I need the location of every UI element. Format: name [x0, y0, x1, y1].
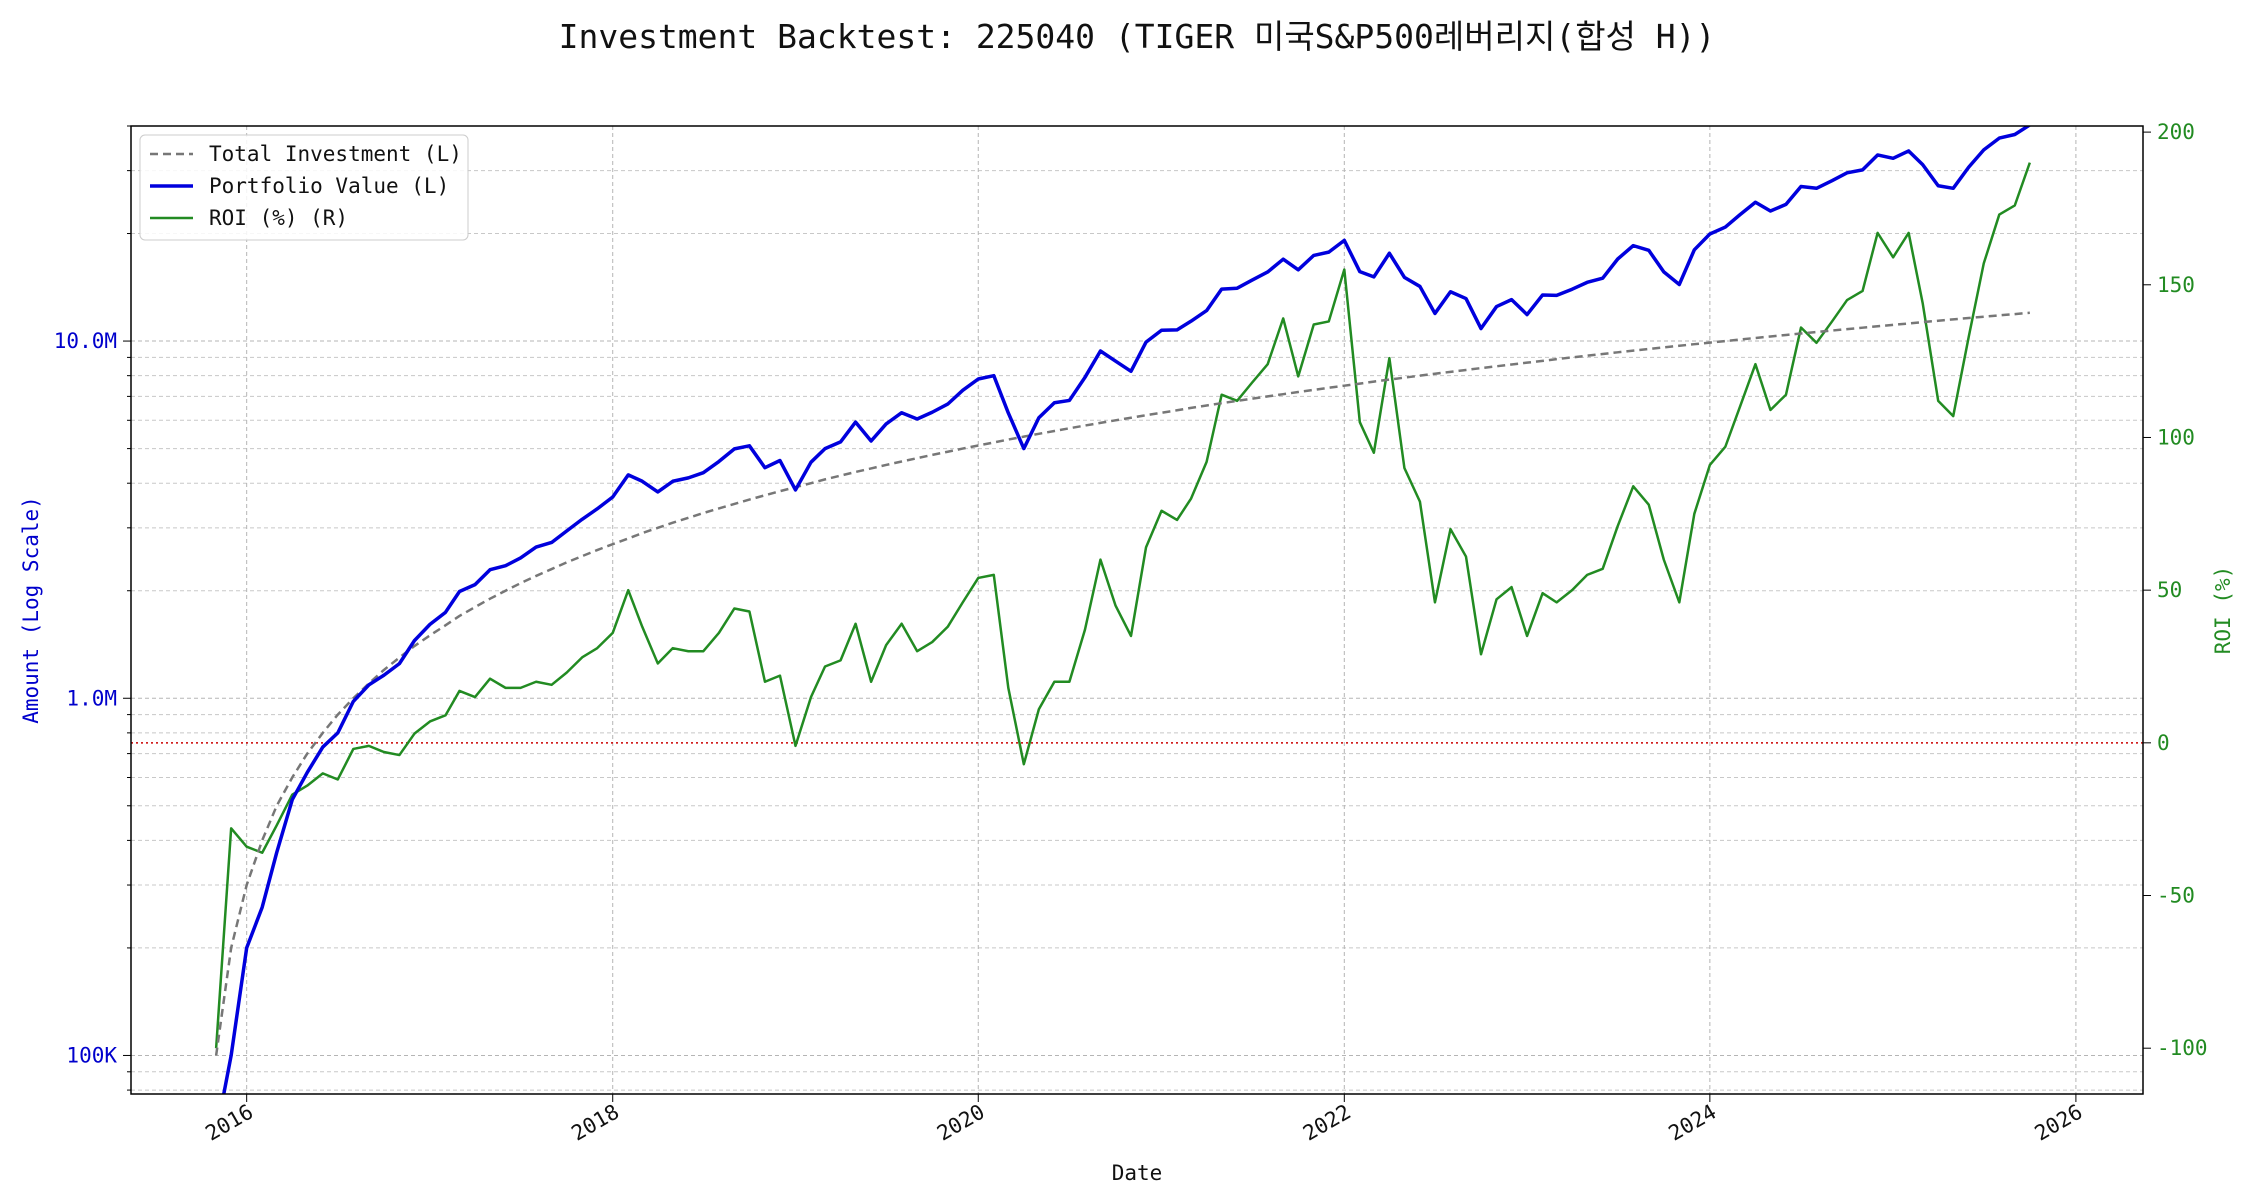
- grid-lines: [131, 125, 2143, 1094]
- legend-label-total-investment: Total Investment (L): [209, 142, 462, 166]
- right-tick-label: 150: [2157, 273, 2195, 297]
- right-axis-ticks: -100 -50 0 50 100 150 200: [2143, 120, 2208, 1060]
- right-tick-label: 0: [2157, 731, 2170, 755]
- legend-label-roi: ROI (%) (R): [209, 206, 348, 230]
- series-line-portfolio-value: [221, 126, 2031, 1094]
- series-layer: [214, 126, 2032, 1094]
- plot-frame: [130, 125, 2144, 1095]
- left-axis-label: Amount (Log Scale): [19, 496, 43, 724]
- legend-label-portfolio-value: Portfolio Value (L): [209, 174, 449, 198]
- right-tick-label: 100: [2157, 425, 2195, 449]
- series-line-total-investment: [214, 311, 2030, 1056]
- right-tick-label: 200: [2157, 120, 2195, 144]
- right-tick-label: 50: [2157, 578, 2182, 602]
- chart-title: Investment Backtest: 225040 (TIGER 미국S&P…: [559, 17, 1716, 56]
- right-axis-label: ROI (%): [2211, 566, 2235, 655]
- series-line-roi: [214, 162, 2032, 1049]
- right-tick-label: -50: [2157, 884, 2195, 908]
- legend: Total Investment (L) Portfolio Value (L)…: [139, 134, 469, 241]
- left-tick-label: 100K: [66, 1043, 117, 1067]
- left-axis-ticks: 100K 1.0M 10.0M: [54, 125, 131, 1091]
- right-tick-label: -100: [2157, 1036, 2208, 1060]
- left-tick-label: 1.0M: [66, 686, 117, 710]
- x-axis-label: Date: [1112, 1161, 1163, 1185]
- legend-box: [139, 134, 469, 241]
- left-tick-label: 10.0M: [54, 329, 117, 353]
